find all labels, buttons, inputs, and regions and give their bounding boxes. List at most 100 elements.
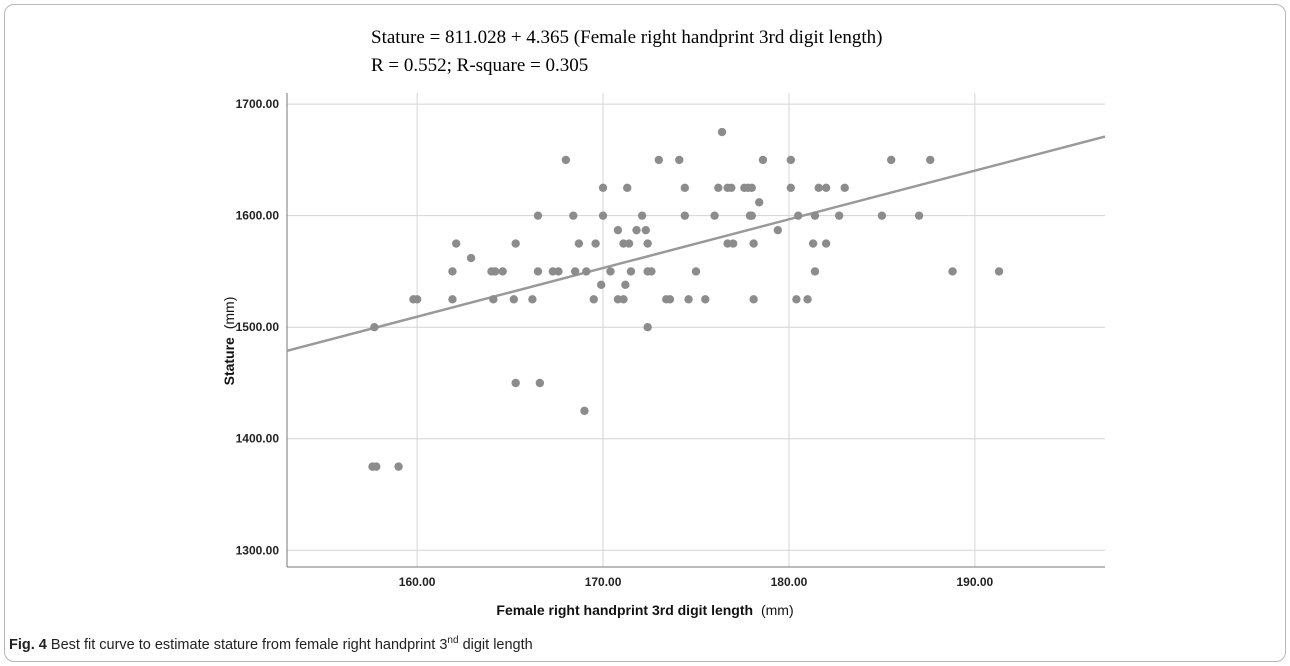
- x-axis-unit: (mm): [761, 602, 794, 618]
- y-tick-label: 1700.00: [236, 97, 280, 111]
- data-point: [591, 239, 600, 248]
- data-point: [834, 211, 844, 220]
- caption-text: Best fit curve to estimate stature from …: [46, 637, 448, 653]
- data-point: [877, 211, 887, 220]
- data-point: [624, 239, 634, 248]
- data-point: [887, 155, 896, 165]
- data-point: [598, 211, 608, 220]
- data-point: [561, 155, 571, 165]
- data-point: [926, 155, 935, 165]
- data-point: [394, 462, 403, 471]
- data-point: [598, 183, 608, 192]
- data-point: [509, 295, 519, 304]
- data-point: [758, 155, 768, 165]
- y-tick-label: 1500.00: [236, 320, 280, 334]
- data-point: [533, 211, 543, 220]
- data-point: [755, 198, 764, 207]
- x-tick-label: 170.00: [585, 575, 622, 589]
- data-point: [803, 295, 812, 304]
- data-point: [528, 295, 537, 304]
- caption-text-end: digit length: [458, 637, 533, 653]
- figure-frame: [4, 4, 1286, 662]
- data-point: [728, 239, 738, 248]
- data-point: [821, 183, 831, 192]
- data-point: [727, 183, 736, 192]
- data-point: [623, 183, 632, 192]
- data-point: [675, 155, 684, 165]
- grid-lines: [287, 93, 1105, 567]
- y-tick-labels: 1300.00 1400.00 1500.00 1600.00 1700.00: [236, 97, 280, 557]
- data-point: [786, 183, 796, 192]
- data-point: [466, 253, 476, 263]
- fit-line-group: [286, 135, 1106, 352]
- figure-caption: Fig. 4 Best fit curve to estimate statur…: [9, 635, 533, 653]
- data-point: [821, 239, 831, 248]
- data-point: [665, 295, 675, 304]
- data-point: [632, 225, 641, 235]
- data-point: [580, 406, 589, 416]
- data-point: [643, 239, 652, 248]
- data-point: [533, 267, 543, 276]
- data-point: [637, 211, 647, 220]
- equation-annotation: Stature = 811.028 + 4.365 (Female right …: [371, 27, 883, 48]
- data-point: [626, 267, 636, 276]
- y-tick-label: 1300.00: [236, 543, 280, 557]
- data-point: [808, 239, 818, 248]
- data-point: [554, 267, 563, 276]
- data-point: [511, 239, 520, 248]
- data-point: [749, 295, 758, 304]
- data-point: [448, 295, 457, 304]
- data-point: [647, 267, 656, 276]
- data-point: [794, 211, 803, 220]
- data-point: [589, 295, 598, 304]
- y-axis-title: Stature (mm): [221, 297, 237, 386]
- data-point: [680, 211, 690, 220]
- data-point: [498, 267, 507, 276]
- fit-line: [286, 135, 1106, 352]
- caption-label: Fig. 4: [9, 637, 47, 653]
- data-point: [574, 239, 584, 248]
- data-point: [840, 183, 849, 192]
- data-point: [641, 225, 651, 235]
- data-point: [810, 211, 820, 220]
- data-point: [691, 267, 701, 276]
- x-axis-title: Female right handprint 3rd digit length …: [496, 602, 793, 618]
- y-tick-label: 1600.00: [236, 209, 280, 223]
- data-point: [535, 378, 545, 388]
- data-point: [792, 295, 801, 304]
- data-point: [810, 267, 820, 276]
- plot-frame: [286, 93, 1105, 568]
- data-point: [448, 267, 457, 276]
- data-point: [489, 295, 498, 304]
- r-square-annotation: R = 0.552; R-square = 0.305: [371, 55, 589, 76]
- data-point: [654, 155, 664, 165]
- data-point: [684, 295, 693, 304]
- y-axis-unit: (mm): [221, 297, 237, 330]
- data-point: [619, 295, 628, 304]
- data-point: [511, 378, 520, 388]
- data-point: [701, 295, 710, 304]
- data-point: [747, 183, 756, 192]
- x-tick-labels: 160.00 170.00 180.00 190.00: [399, 575, 994, 589]
- data-point: [714, 183, 723, 192]
- data-point: [786, 155, 796, 165]
- data-point: [914, 211, 924, 220]
- data-point: [606, 267, 615, 276]
- data-point: [680, 183, 690, 192]
- data-points: [368, 127, 1004, 471]
- data-point: [570, 267, 580, 276]
- data-point: [749, 239, 758, 248]
- x-axis-label: Female right handprint 3rd digit length: [496, 602, 753, 618]
- x-tick-label: 190.00: [957, 575, 994, 589]
- y-tick-label: 1400.00: [236, 432, 280, 446]
- data-point: [582, 267, 591, 276]
- data-point: [621, 280, 630, 290]
- x-tick-label: 180.00: [771, 575, 808, 589]
- data-point: [370, 323, 379, 332]
- data-point: [451, 239, 461, 248]
- caption-superscript: nd: [447, 635, 459, 647]
- data-point: [717, 127, 727, 137]
- data-point: [613, 225, 623, 235]
- data-point: [948, 267, 957, 276]
